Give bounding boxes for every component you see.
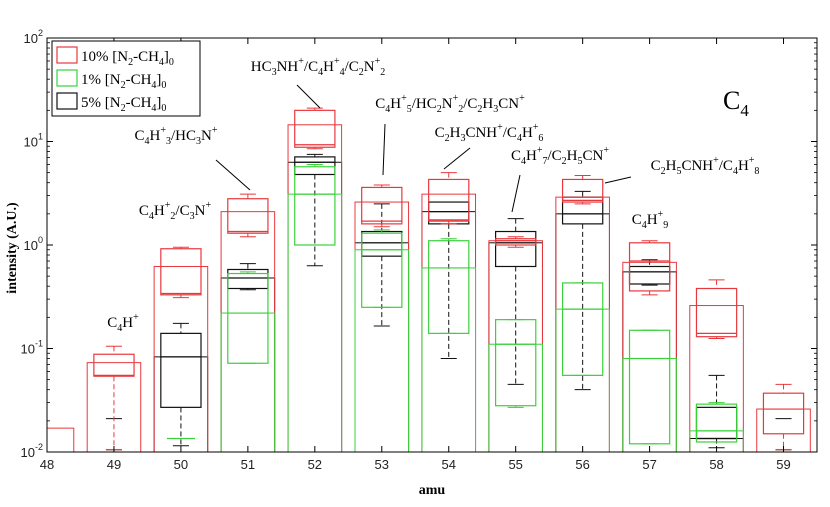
bar-series-10pct-amu58 bbox=[689, 305, 744, 452]
box-series-10pct-amu53 bbox=[361, 186, 403, 225]
annotation-leader-amu53 bbox=[382, 123, 386, 176]
box-series-1pct-amu53 bbox=[361, 232, 403, 308]
y-axis-label: intensity (A.U.) bbox=[5, 202, 20, 294]
box-series-10pct-amu58 bbox=[695, 287, 738, 338]
box-series-1pct-amu51 bbox=[227, 272, 269, 364]
x-tick-label: 56 bbox=[575, 457, 589, 472]
box-series-5pct-amu52 bbox=[294, 156, 336, 176]
box-series-10pct-amu57 bbox=[628, 242, 671, 292]
legend-entry: 1% [N2-CH4]0 bbox=[81, 72, 166, 91]
annotation-amu54: C2H3CNH+/C4H+6 bbox=[435, 122, 544, 144]
x-tick-label: 53 bbox=[375, 457, 389, 472]
annotation-amu57: C4H+9 bbox=[632, 209, 669, 231]
box-series-1pct-amu55 bbox=[495, 319, 537, 407]
x-tick-label: 48 bbox=[40, 457, 54, 472]
box-series-10pct-amu51 bbox=[227, 198, 269, 234]
box-series-10pct-amu55 bbox=[495, 238, 537, 246]
box-series-1pct-amu58 bbox=[695, 403, 738, 443]
legend-entry: 10% [N2-CH4]0 bbox=[81, 49, 174, 68]
legend-entry: 5% [N2-CH4]0 bbox=[81, 95, 166, 114]
plot-area bbox=[47, 107, 811, 452]
box-series-1pct-amu56 bbox=[561, 282, 604, 376]
x-tick-label: 58 bbox=[709, 457, 723, 472]
annotations: C4H+ C4H+2/C3N+ C4H+3/HC3N+ HC3NH+/C4H+4/C2… bbox=[107, 56, 759, 334]
bar-series-10pct-amu49 bbox=[86, 362, 142, 452]
annotation-leader-amu52 bbox=[296, 84, 321, 109]
x-tick-label: 54 bbox=[442, 457, 456, 472]
box-series-1pct-amu57 bbox=[628, 329, 671, 445]
legend-swatch bbox=[56, 46, 78, 64]
annotation-amu52: HC3NH+/C4H+4/C2N+2 bbox=[251, 56, 386, 78]
x-axis-label: amu bbox=[419, 483, 446, 498]
box-series-10pct-amu52 bbox=[294, 109, 336, 148]
annotation-amu56: C2H5CNH+/C4H+8 bbox=[651, 155, 760, 177]
x-tick-label: 49 bbox=[107, 457, 121, 472]
box-series-5pct-amu50 bbox=[160, 332, 202, 408]
box-series-10pct-amu49 bbox=[93, 353, 135, 377]
plot-marks bbox=[47, 107, 811, 452]
box-series-5pct-amu55 bbox=[495, 230, 537, 268]
annotation-amu50: C4H+2/C3N+ bbox=[139, 200, 212, 222]
annotation-leader-amu56 bbox=[604, 176, 632, 184]
x-tick-label: 59 bbox=[776, 457, 790, 472]
annotation-leader-amu51 bbox=[215, 159, 251, 191]
annotation-amu49: C4H+ bbox=[107, 312, 139, 334]
box-series-10pct-amu56 bbox=[561, 178, 604, 203]
x-tick-label: 55 bbox=[508, 457, 522, 472]
box-series-1pct-amu54 bbox=[428, 240, 470, 334]
annotation-amu53: C4H+5/HC2N+2/C2H3CN+ bbox=[375, 93, 525, 115]
annotation-amu51: C4H+3/HC3N+ bbox=[135, 125, 218, 147]
x-tick-label: 57 bbox=[642, 457, 656, 472]
box-series-10pct-amu59 bbox=[762, 392, 805, 435]
box-series-10pct-amu50 bbox=[160, 248, 202, 296]
annotation-leader-amu55 bbox=[511, 174, 521, 213]
x-tick-label: 51 bbox=[241, 457, 255, 472]
legend-swatch bbox=[56, 92, 78, 110]
box-series-1pct-amu52 bbox=[294, 166, 336, 246]
x-tick-label: 50 bbox=[174, 457, 188, 472]
legend: 10% [N2-CH4]0 1% [N2-CH4]0 5% [N2-CH4]0 bbox=[51, 40, 201, 117]
legend-swatch bbox=[56, 69, 78, 87]
box-series-10pct-amu54 bbox=[428, 178, 470, 222]
annotation-amu55: C4H+7/C2H5CN+ bbox=[511, 145, 609, 167]
bar-series-10pct-amu48 bbox=[47, 427, 75, 452]
bar-series-10pct-amu50 bbox=[153, 265, 209, 452]
x-tick-label: 52 bbox=[308, 457, 322, 472]
annotation-leader-amu54 bbox=[443, 147, 471, 170]
